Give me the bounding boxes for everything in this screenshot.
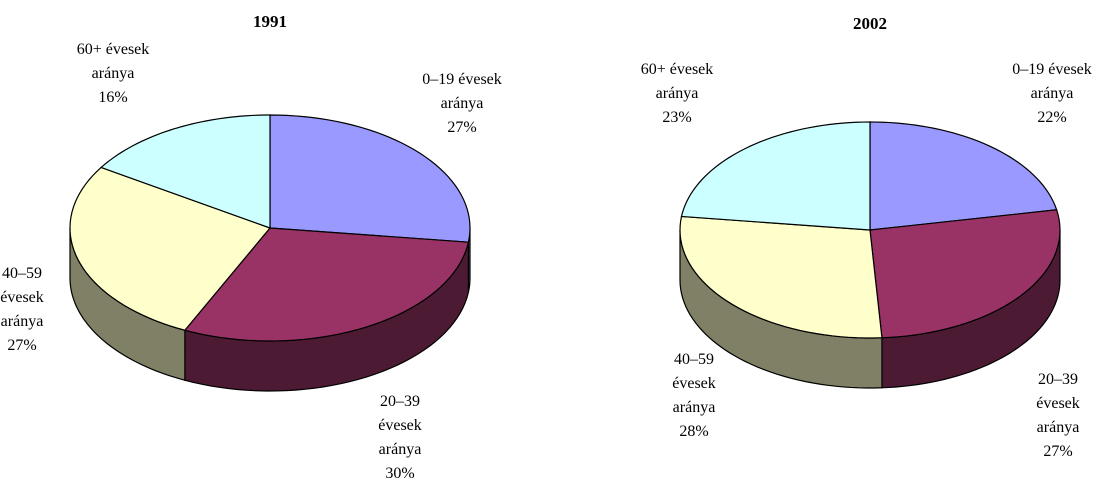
value-label: 30% [385, 465, 415, 482]
slice [680, 121, 871, 231]
category-label: 40–59 évesek aránya [0, 265, 44, 330]
value-label: 16% [98, 89, 128, 106]
slice-label: 20–39 évesek aránya 27% [1023, 368, 1093, 464]
category-label: 0–19 évesek aránya [1012, 61, 1092, 102]
category-label: 20–39 évesek aránya [378, 393, 422, 458]
slice-label: 0–19 évesek aránya 22% [997, 58, 1107, 130]
slice-label: 0–19 évesek aránya 27% [407, 68, 517, 140]
slice [183, 227, 470, 342]
slice-label: 60+ évesek aránya 23% [627, 58, 727, 130]
value-label: 28% [679, 423, 709, 440]
slice-label: 20–39 évesek aránya 30% [365, 390, 435, 486]
slice [269, 114, 471, 243]
category-label: 40–59 évesek aránya [672, 351, 716, 416]
slice [679, 215, 883, 339]
chart-title: 1991 [253, 12, 287, 31]
category-label: 60+ évesek aránya [76, 41, 150, 82]
value-label: 27% [1043, 443, 1073, 460]
value-label: 23% [662, 109, 692, 126]
value-label: 22% [1037, 109, 1067, 126]
slice [869, 121, 1058, 231]
category-label: 60+ évesek aránya [640, 61, 714, 102]
category-label: 20–39 évesek aránya [1036, 371, 1080, 436]
slice [69, 166, 272, 331]
value-label: 27% [7, 337, 37, 354]
slice [99, 114, 271, 229]
slice-label: 60+ évesek aránya 16% [63, 38, 163, 110]
value-label: 27% [447, 119, 477, 136]
slice-label: 40–59 évesek aránya 28% [659, 348, 729, 444]
category-label: 0–19 évesek aránya [422, 71, 502, 112]
slice-label: 40–59 évesek aránya 27% [0, 262, 47, 358]
chart-title: 2002 [853, 14, 887, 33]
slice [869, 209, 1061, 339]
